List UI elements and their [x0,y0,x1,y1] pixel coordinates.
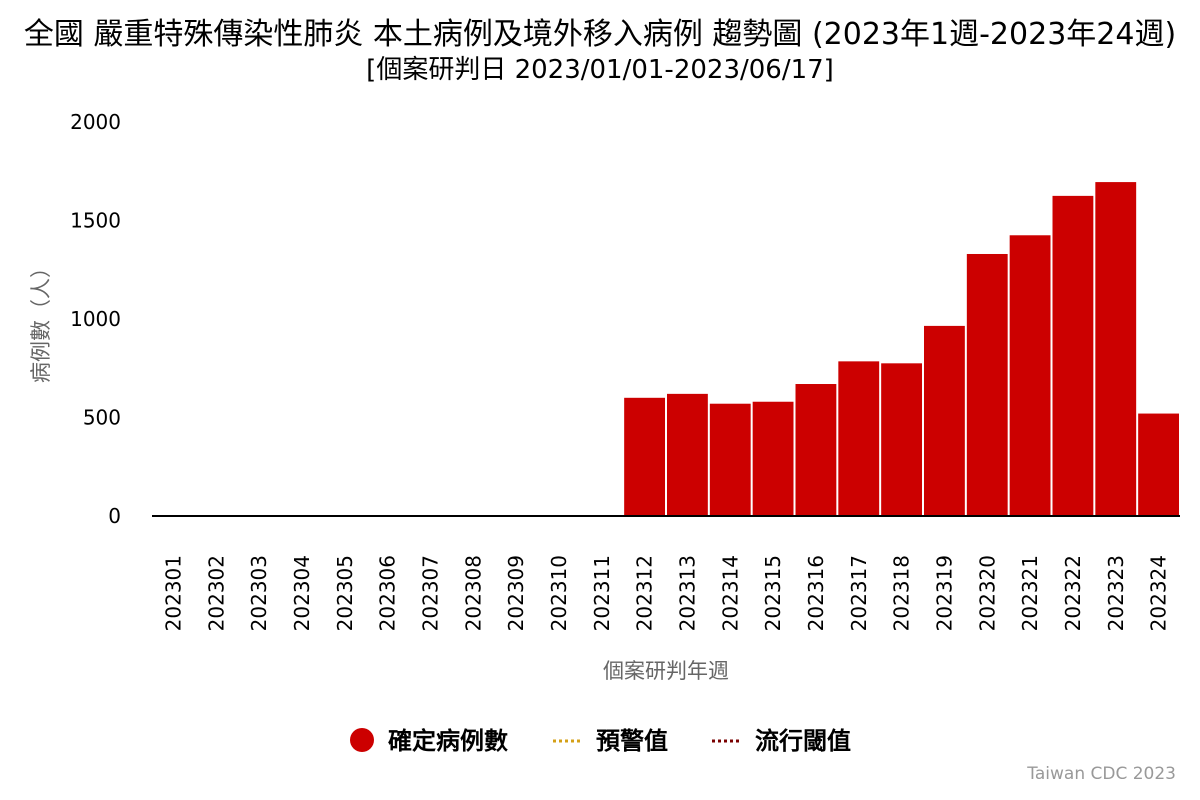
x-tick-label: 202303 [247,555,271,631]
legend-item-warning[interactable]: 預警值 [553,727,668,755]
y-tick-label: 1000 [70,307,121,331]
x-tick-label: 202301 [161,555,185,631]
x-tick-label: 202307 [418,555,442,631]
x-tick-label: 202302 [204,555,228,631]
x-tick-label: 202306 [376,555,400,631]
chart-title-group: 全國 嚴重特殊傳染性肺炎 本土病例及境外移入病例 趨勢圖 (2023年1週-20… [24,17,1176,85]
chart-title: 全國 嚴重特殊傳染性肺炎 本土病例及境外移入病例 趨勢圖 (2023年1週-20… [24,17,1176,52]
x-tick-label: 202321 [1018,555,1042,631]
bar-202317[interactable] [838,361,880,516]
bar-202324[interactable] [1138,413,1179,516]
bar-202315[interactable] [752,401,794,516]
y-tick-label: 1500 [70,209,121,233]
bar-202322[interactable] [1052,195,1094,516]
y-tick-label: 500 [83,406,121,430]
bar-202318[interactable] [881,363,922,516]
x-tick-label: 202318 [890,555,914,631]
legend-label-epidemic-threshold: 流行閾值 [755,727,851,755]
bar-202313[interactable] [667,393,708,516]
x-tick-label: 202312 [633,555,657,631]
y-axis-ticks: 0 500 1000 1500 2000 [70,110,121,528]
x-tick-label: 202315 [761,555,785,631]
x-tick-label: 202309 [504,555,528,631]
x-tick-label: 202313 [675,555,699,631]
x-tick-label: 202320 [975,555,999,631]
bar-series [624,182,1179,517]
x-tick-label: 202316 [804,555,828,631]
legend-item-confirmed[interactable]: 確定病例數 [350,727,508,755]
legend-item-epidemic-threshold[interactable]: 流行閾值 [712,727,851,755]
legend-label-confirmed: 確定病例數 [388,727,508,755]
x-tick-label: 202317 [847,555,871,631]
bar-202320[interactable] [966,253,1008,517]
x-tick-label: 202324 [1147,555,1171,631]
x-tick-label: 202311 [590,555,614,631]
legend-circle-icon [350,728,374,752]
y-tick-label: 0 [108,504,121,528]
x-tick-label: 202319 [932,555,956,631]
x-axis-title: 個案研判年週 [603,659,729,683]
x-tick-label: 202314 [718,555,742,631]
credit-text[interactable]: Taiwan CDC 2023 [1026,764,1176,784]
x-tick-label: 202308 [461,555,485,631]
bar-202319[interactable] [924,325,965,516]
bar-202323[interactable] [1095,182,1137,516]
x-tick-label: 202310 [547,555,571,631]
chart-subtitle: [個案研判日 2023/01/01-2023/06/17] [366,55,834,85]
x-tick-label: 202304 [290,555,314,631]
y-tick-label: 2000 [70,110,121,134]
y-axis-title: 病例數（人） [29,257,53,383]
x-tick-label: 202323 [1104,555,1128,631]
bar-202316[interactable] [795,384,837,516]
x-tick-label: 202305 [333,555,357,631]
bar-202314[interactable] [709,403,751,516]
x-axis-ticks: 202301 202302 202303 202304 202305 202306 2023… [161,555,1170,631]
x-tick-label: 202322 [1061,555,1085,631]
legend: 確定病例數 預警值 流行閾值 [350,727,851,755]
legend-label-warning: 預警值 [596,727,668,755]
bar-202321[interactable] [1009,235,1051,516]
bar-202312[interactable] [624,397,665,516]
